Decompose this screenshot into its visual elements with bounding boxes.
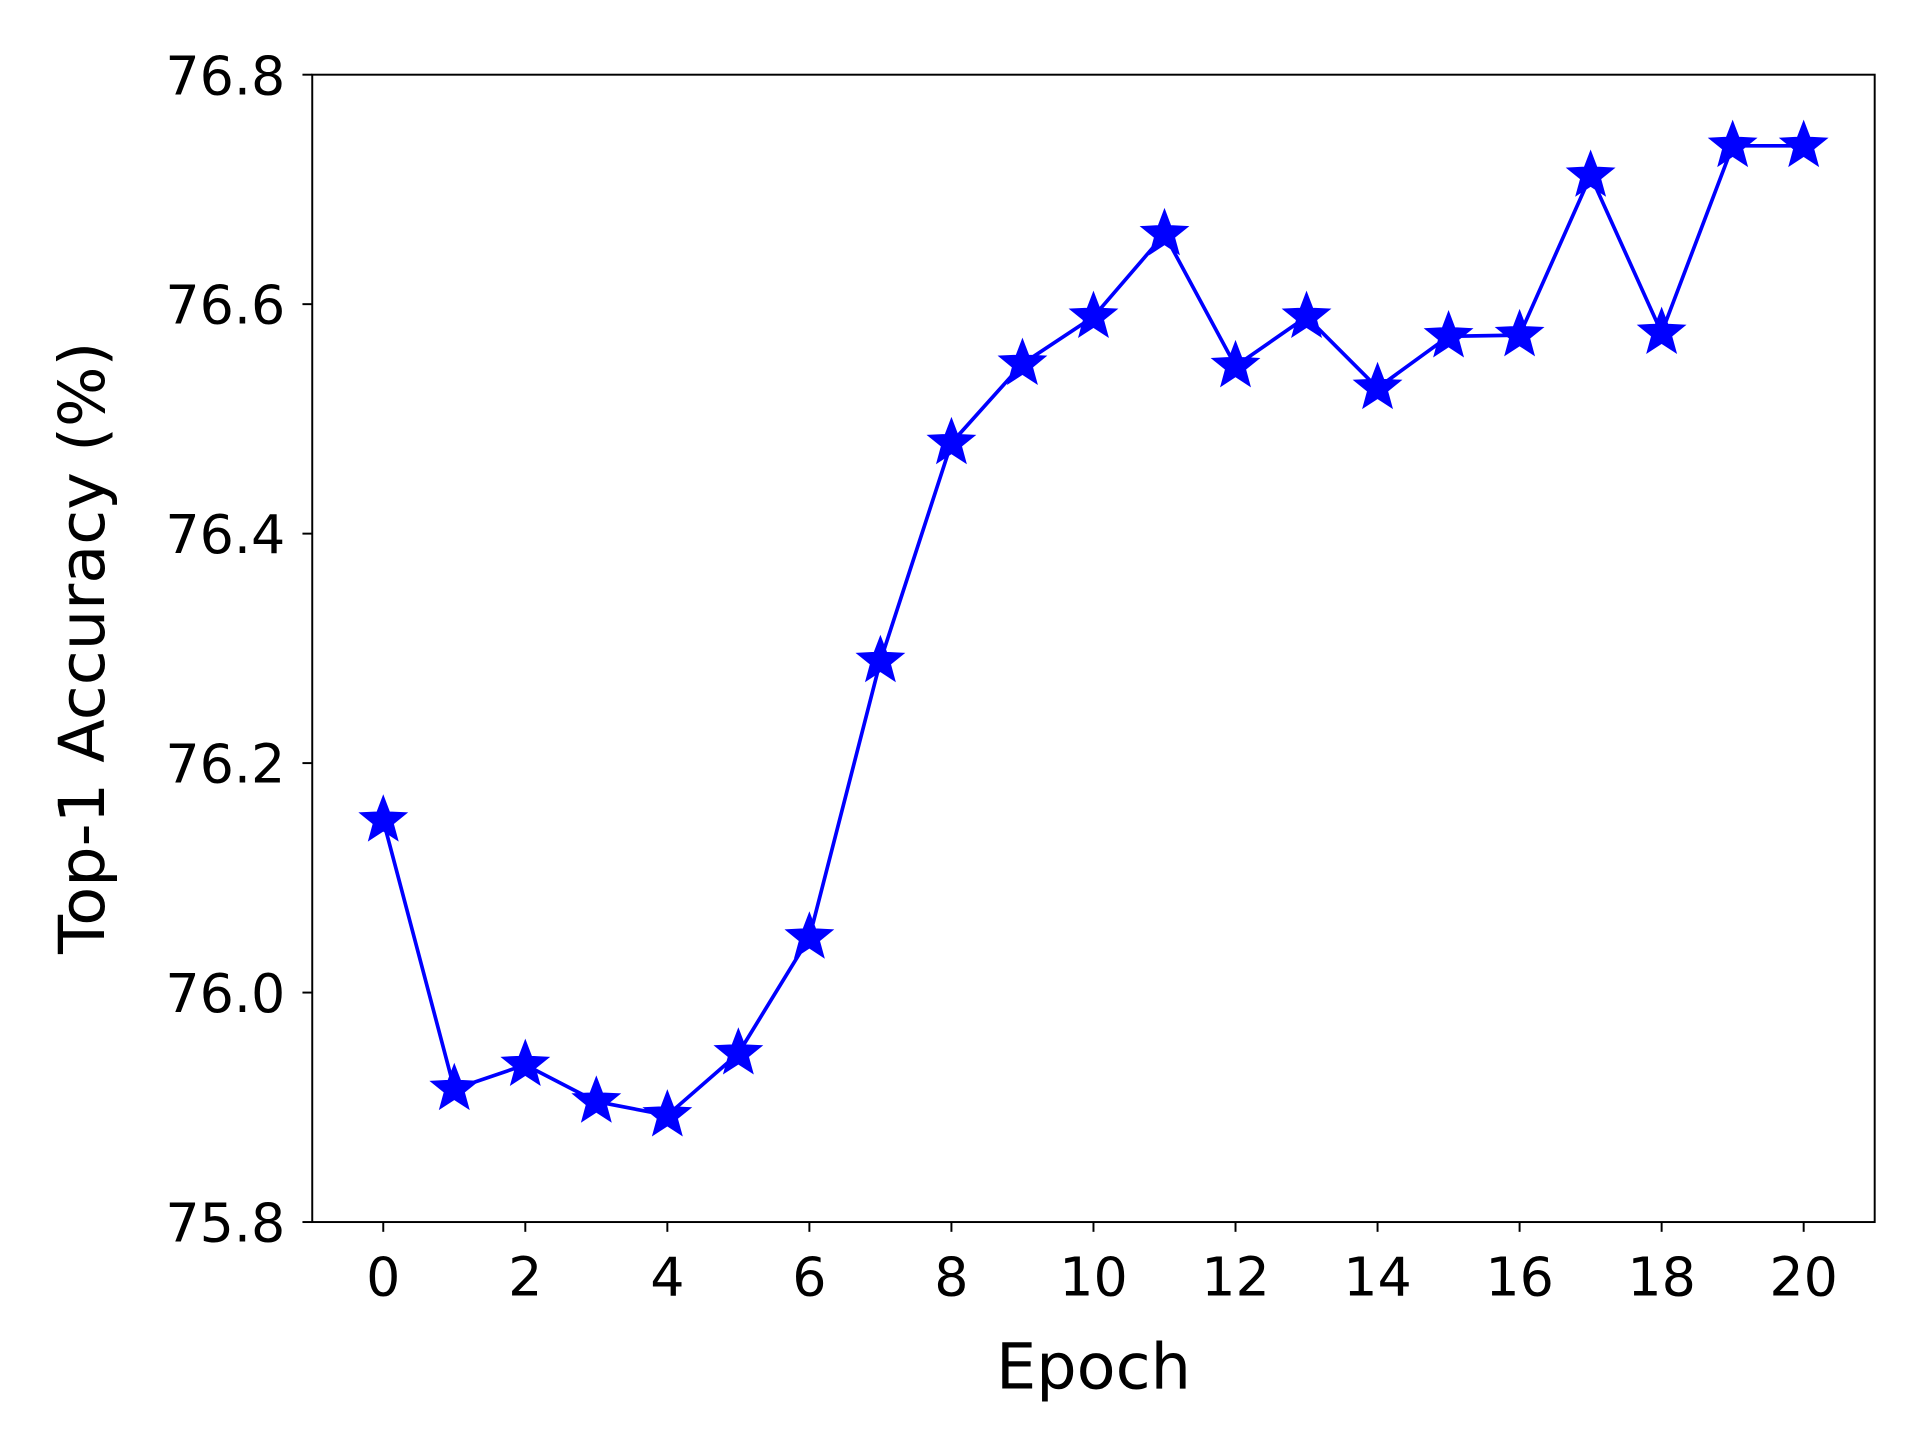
y-tick-label: 76.0	[165, 962, 285, 1025]
plot-frame	[311, 73, 1876, 1224]
star-marker	[1778, 119, 1829, 168]
x-tick-label: 12	[1201, 1246, 1270, 1309]
y-tick-label: 76.8	[165, 44, 285, 107]
y-tick-label: 75.8	[165, 1192, 285, 1255]
star-marker	[1636, 306, 1687, 355]
y-tick-label: 76.6	[165, 274, 285, 337]
star-marker	[1494, 308, 1545, 357]
y-tick-label: 76.4	[165, 503, 285, 566]
star-marker	[1281, 290, 1332, 339]
x-tick-label: 0	[366, 1246, 400, 1309]
x-tick-label: 14	[1343, 1246, 1412, 1309]
star-marker	[1210, 339, 1261, 388]
x-tick-label: 10	[1059, 1246, 1128, 1309]
star-marker	[997, 337, 1048, 386]
y-axis-label: Top-1 Accuracy (%)	[46, 342, 120, 955]
star-marker	[571, 1075, 622, 1123]
star-marker	[1068, 290, 1119, 339]
star-marker	[1565, 149, 1616, 197]
x-tick-label: 4	[650, 1246, 684, 1309]
star-marker	[500, 1038, 551, 1087]
x-tick-label: 6	[792, 1246, 826, 1309]
star-marker	[855, 634, 906, 683]
star-marker	[1707, 119, 1758, 168]
y-tick-label: 76.2	[165, 733, 285, 796]
x-tick-label: 20	[1769, 1246, 1838, 1309]
star-marker	[1139, 207, 1190, 256]
x-tick-label: 8	[934, 1246, 968, 1309]
x-tick-label: 16	[1485, 1246, 1554, 1309]
x-axis-label: Epoch	[996, 1331, 1191, 1405]
star-marker	[784, 911, 835, 959]
star-marker	[358, 794, 409, 842]
star-marker	[926, 416, 977, 465]
star-marker	[642, 1089, 693, 1137]
x-tick-label: 2	[508, 1246, 542, 1309]
star-marker	[713, 1027, 764, 1075]
x-tick-label: 18	[1627, 1246, 1696, 1309]
star-marker	[1352, 361, 1403, 410]
star-marker	[429, 1062, 480, 1111]
star-marker	[1423, 310, 1474, 358]
